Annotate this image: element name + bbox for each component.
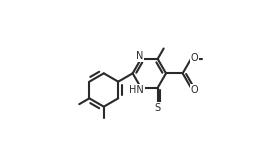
- Text: HN: HN: [129, 85, 144, 95]
- Text: N: N: [136, 51, 143, 61]
- Text: O: O: [190, 85, 198, 95]
- Text: S: S: [154, 103, 161, 113]
- Text: O: O: [190, 52, 198, 63]
